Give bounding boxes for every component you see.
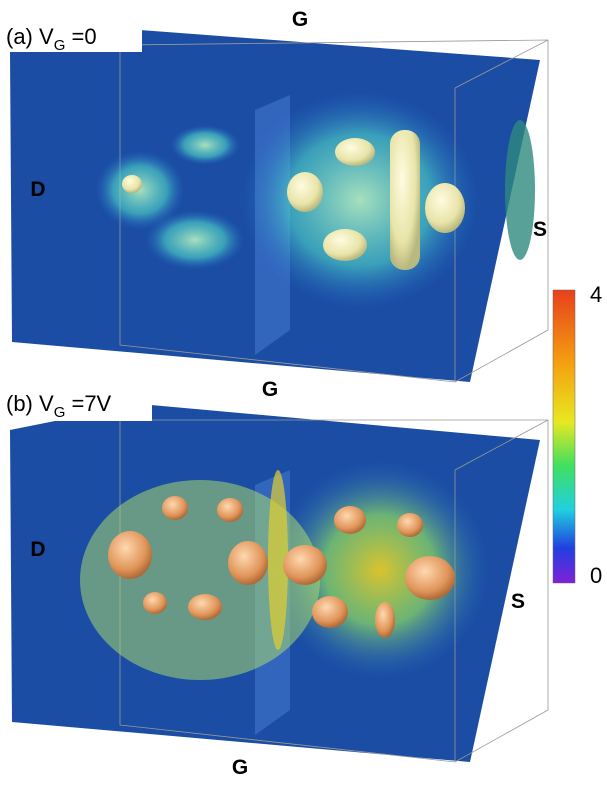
gate-bottom: G — [262, 378, 278, 401]
panel-a: (a) VG =0 G D S G — [0, 8, 548, 401]
gate-bottom: G — [232, 756, 248, 779]
colorbar-tick-label: 0 — [590, 563, 602, 588]
gate-top: G — [292, 8, 308, 31]
source: S — [533, 218, 547, 241]
figure: (a) VG =0 G D S G (b) VG =7V D S G 04 — [0, 0, 607, 781]
colorbar-tick-label: 4 — [590, 282, 602, 307]
drain: D — [30, 538, 45, 561]
source: S — [511, 590, 525, 613]
drain: D — [30, 178, 45, 201]
colorbar-scale — [553, 290, 575, 583]
colorbar: 04 — [553, 282, 602, 588]
panel-b: (b) VG =7V D S G — [0, 385, 548, 779]
